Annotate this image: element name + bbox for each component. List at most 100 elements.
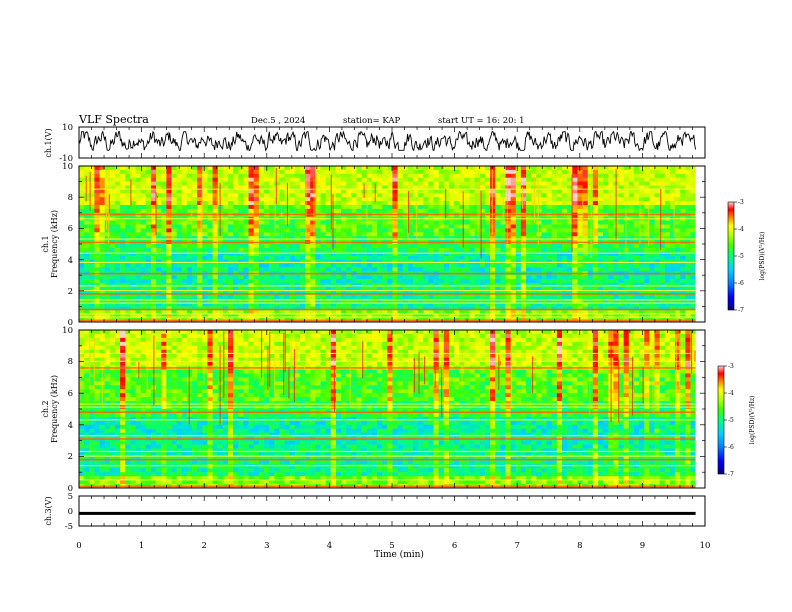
heatmap-cell: [351, 189, 357, 194]
heatmap-cell: [423, 314, 429, 319]
heatmap-cell: [150, 298, 157, 303]
heatmap-cell: [248, 232, 255, 237]
heatmap-cell: [520, 232, 527, 237]
heatmap-cell: [613, 267, 619, 272]
heatmap-cell: [623, 181, 630, 186]
heatmap-cell: [361, 224, 368, 229]
heatmap-cell: [181, 166, 188, 171]
heatmap-cell: [582, 166, 589, 171]
heatmap-cell: [505, 205, 512, 210]
heatmap-cell: [418, 275, 424, 280]
heatmap-cell: [644, 224, 650, 229]
heatmap-cell: [294, 185, 301, 190]
heatmap-cell: [335, 197, 342, 202]
heatmap-cell: [407, 267, 414, 272]
heatmap-cell: [562, 275, 568, 280]
heatmap-cell: [582, 181, 589, 186]
heatmap-cell: [330, 306, 337, 311]
heatmap-cell: [299, 169, 306, 175]
heatmap-cell: [248, 310, 255, 315]
heatmap-cell: [330, 267, 337, 272]
heatmap-cell: [346, 275, 352, 280]
heatmap-cell: [315, 228, 321, 233]
heatmap-cell: [464, 286, 470, 292]
heatmap-cell: [274, 197, 280, 202]
heatmap-cell: [248, 169, 255, 175]
heatmap-cell: [603, 263, 609, 268]
heatmap-cell: [587, 259, 594, 264]
heatmap-cell: [212, 205, 219, 210]
heatmap-cell: [526, 228, 532, 233]
heatmap-cell: [284, 236, 291, 241]
heatmap-cell: [258, 251, 265, 257]
heatmap-cell: [274, 181, 280, 186]
heatmap-cell: [130, 259, 136, 264]
heatmap-cell: [623, 294, 630, 299]
heatmap-cell: [320, 275, 327, 280]
heatmap-cell: [228, 247, 234, 253]
heatmap-cell: [140, 197, 147, 202]
heatmap-cell: [392, 330, 398, 335]
heatmap-cell: [228, 193, 234, 198]
heatmap-cell: [397, 263, 404, 268]
heatmap-cell: [423, 244, 429, 249]
heatmap-cell: [567, 189, 573, 194]
heatmap-cell: [258, 294, 265, 299]
heatmap-cell: [274, 189, 280, 194]
heatmap-cell: [407, 208, 414, 214]
heatmap-cell: [546, 205, 553, 210]
heatmap-cell: [428, 173, 434, 179]
heatmap-cell: [418, 208, 424, 214]
heatmap-cell: [197, 279, 203, 284]
heatmap-cell: [284, 298, 291, 303]
heatmap-cell: [104, 189, 111, 194]
heatmap-cell: [397, 302, 404, 307]
heatmap-cell: [99, 298, 106, 303]
heatmap-cell: [639, 247, 645, 253]
heatmap-cell: [520, 255, 527, 260]
heatmap-cell: [284, 166, 291, 171]
heatmap-cell: [490, 224, 496, 229]
heatmap-cell: [156, 314, 162, 319]
heatmap-cell: [603, 201, 609, 206]
heatmap-cell: [222, 259, 229, 264]
heatmap-cell: [520, 166, 527, 171]
heatmap-cell: [479, 267, 486, 272]
heatmap-cell: [305, 247, 311, 253]
heatmap-cell: [356, 177, 363, 182]
heatmap-cell: [423, 290, 429, 296]
heatmap-cell: [258, 197, 265, 202]
heatmap-cell: [407, 177, 414, 182]
heatmap-cell: [135, 275, 142, 280]
heatmap-cell: [454, 298, 460, 303]
heatmap-cell: [536, 228, 542, 233]
heatmap-cell: [114, 330, 121, 335]
heatmap-cell: [356, 166, 363, 171]
heatmap-cell: [171, 205, 178, 210]
heatmap-cell: [402, 189, 409, 194]
heatmap-cell: [572, 310, 578, 315]
heatmap-cell: [186, 220, 193, 225]
heatmap-cell: [577, 247, 583, 253]
heatmap-cell: [680, 197, 686, 202]
heatmap-cell: [79, 224, 85, 229]
heatmap-cell: [315, 279, 321, 284]
heatmap-cell: [135, 205, 142, 210]
heatmap-cell: [238, 205, 244, 210]
heatmap-cell: [402, 306, 409, 311]
heatmap-cell: [305, 205, 311, 210]
heatmap-cell: [238, 279, 244, 284]
heatmap-cell: [397, 177, 404, 182]
heatmap-cell: [104, 220, 111, 225]
heatmap-cell: [186, 236, 193, 241]
heatmap-cell: [192, 294, 198, 299]
heatmap-cell: [659, 298, 666, 303]
heatmap-cell: [145, 306, 152, 311]
heatmap-cell: [520, 181, 527, 186]
heatmap-cell: [135, 201, 142, 206]
heatmap-cell: [654, 251, 661, 257]
heatmap-cell: [253, 181, 260, 186]
heatmap-cell: [238, 169, 244, 175]
heatmap-cell: [238, 166, 244, 171]
heatmap-cell: [413, 314, 419, 319]
